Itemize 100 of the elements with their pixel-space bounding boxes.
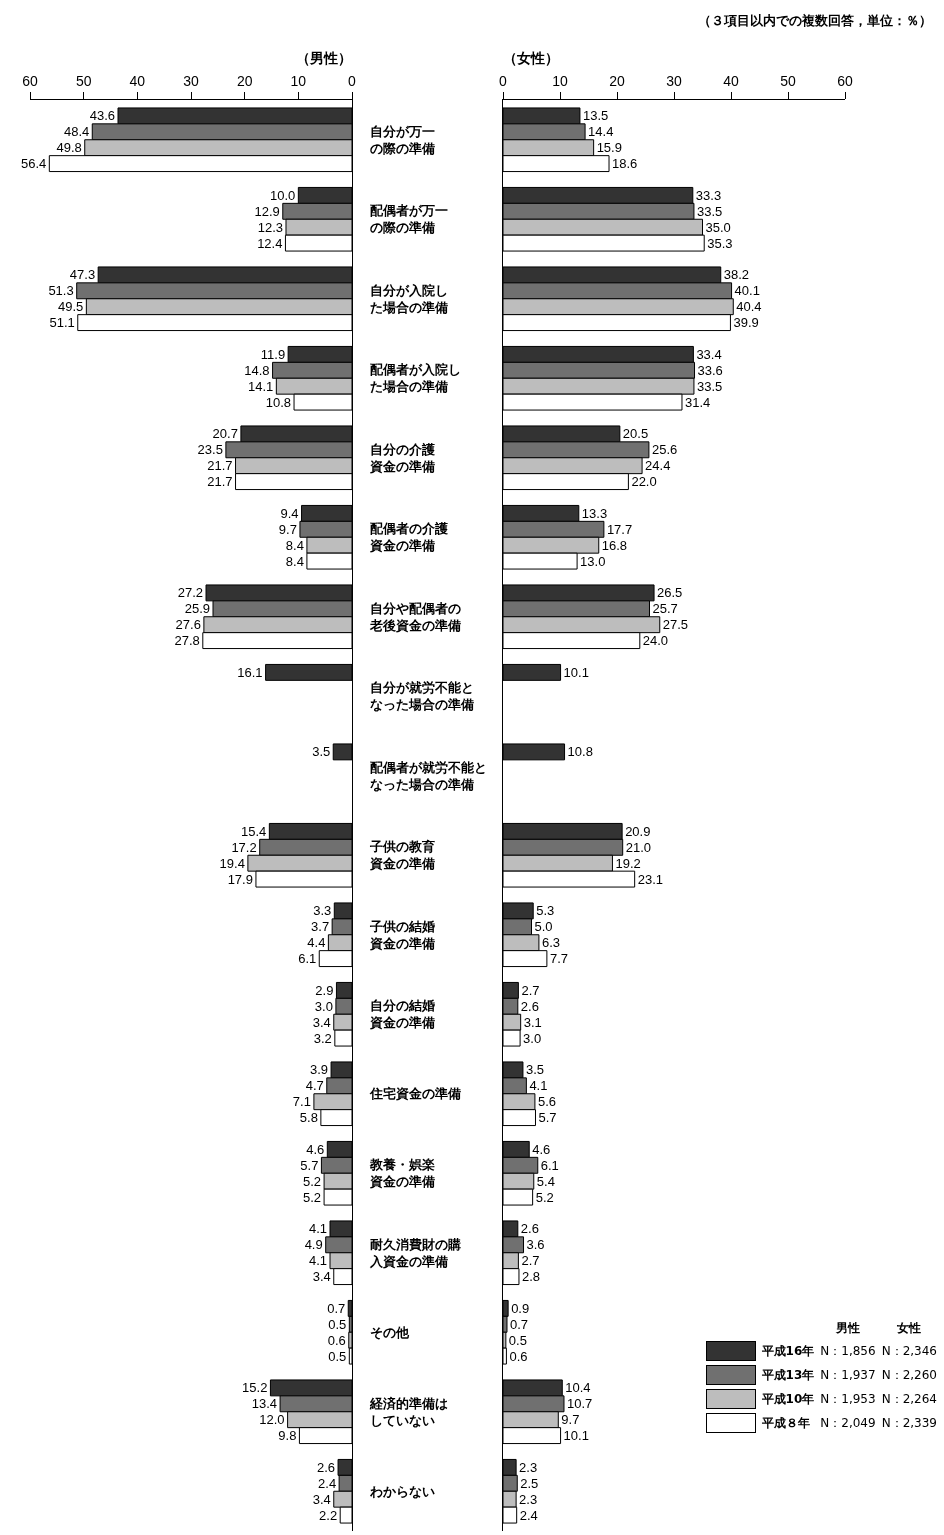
data-label: 0.6	[327, 1332, 346, 1348]
x-tick-label: 40	[723, 73, 739, 90]
data-label: 25.9	[184, 601, 210, 617]
x-tick-label: 50	[780, 73, 796, 90]
data-label: 12.9	[254, 203, 280, 219]
data-label: 3.9	[309, 1062, 329, 1078]
y-tick-label: 自分が万一の際の準備	[369, 123, 435, 156]
data-label: 38.2	[723, 267, 750, 283]
y-tick-label: 配偶者が万一の際の準備	[369, 203, 448, 236]
data-label: 27.2	[177, 585, 204, 601]
x-tick-label: 60	[837, 73, 853, 90]
data-label: 17.9	[227, 871, 253, 887]
legend-label: 平成10年	[760, 1390, 816, 1408]
data-label: 27.6	[175, 617, 201, 633]
data-label: 4.1	[308, 1253, 327, 1269]
data-label: 3.4	[312, 1269, 331, 1285]
data-label: 27.8	[174, 633, 200, 649]
data-label: 33.5	[696, 378, 723, 394]
data-label: 6.3	[541, 935, 560, 951]
data-label: 48.4	[63, 124, 90, 140]
data-label: 2.6	[316, 1459, 336, 1475]
x-tick-label: 10	[552, 73, 568, 90]
data-label: 20.5	[622, 426, 649, 442]
data-label: 15.9	[596, 140, 622, 156]
data-label: 21.7	[207, 458, 233, 474]
data-label: 0.7	[509, 1316, 529, 1332]
y-tick-label: 配偶者が就労不能となった場合の準備	[369, 759, 487, 792]
data-label: 33.3	[695, 187, 722, 203]
data-label: 33.4	[696, 346, 722, 362]
x-tick-label: 20	[609, 73, 625, 90]
y-tick-label: 教養・娯楽資金の準備	[368, 1157, 435, 1190]
data-label: 0.5	[328, 1348, 347, 1364]
legend-label: 平成８年	[760, 1414, 811, 1432]
text: （３項目以内での複数回答，単位：％）	[698, 12, 932, 30]
data-label: 4.1	[529, 1078, 548, 1094]
data-label: 25.7	[652, 601, 678, 617]
data-label: 8.4	[285, 537, 304, 553]
data-label: 19.2	[615, 855, 641, 871]
data-label: 3.3	[313, 903, 332, 919]
data-label: 3.0	[523, 1030, 542, 1046]
data-label: 13.3	[581, 505, 608, 521]
y-tick-label: 住宅資金の準備	[368, 1086, 461, 1102]
data-label: 2.3	[519, 1491, 538, 1507]
y-tick-label: 自分が入院した場合の準備	[369, 282, 448, 315]
y-tick-label: 自分の結婚資金の準備	[368, 998, 435, 1031]
data-label: 0.5	[328, 1316, 347, 1332]
chart-title: （男性）	[296, 49, 352, 66]
data-label: 20.9	[625, 823, 651, 839]
data-label: 2.7	[521, 1253, 540, 1269]
y-tick-label: その他	[369, 1324, 410, 1340]
data-label: 40.1	[734, 283, 760, 299]
text: N：2,346	[880, 1342, 938, 1360]
data-label: 6.1	[298, 951, 317, 967]
data-label: 5.2	[535, 1189, 554, 1205]
data-label: 33.6	[697, 362, 723, 378]
data-label: 4.6	[532, 1141, 551, 1157]
data-label: 5.7	[538, 1110, 557, 1126]
data-label: 5.0	[534, 919, 553, 935]
data-label: 21.0	[625, 839, 652, 855]
data-label: 16.1	[237, 664, 263, 680]
data-label: 8.4	[285, 553, 304, 569]
data-label: 4.4	[307, 935, 326, 951]
data-label: 5.7	[300, 1157, 319, 1173]
data-label: 2.2	[319, 1507, 338, 1523]
data-label: 33.5	[696, 203, 723, 219]
data-label: 3.1	[523, 1014, 542, 1030]
data-label: 2.5	[520, 1475, 539, 1491]
data-label: 27.5	[662, 617, 689, 633]
data-label: 0.5	[508, 1332, 527, 1348]
data-label: 4.7	[305, 1078, 324, 1094]
data-label: 24.0	[642, 633, 669, 649]
data-label: 0.9	[511, 1300, 530, 1316]
y-tick-label: 経済的準備はしていない	[368, 1395, 448, 1428]
x-tick-label: 10	[290, 73, 307, 90]
data-label: 10.1	[563, 664, 589, 680]
data-label: 25.6	[651, 442, 678, 458]
data-label: 5.3	[536, 903, 555, 919]
data-label: 5.2	[303, 1173, 322, 1189]
data-label: 3.2	[313, 1030, 332, 1046]
data-label: 31.4	[684, 394, 711, 410]
y-tick-label: 配偶者が入院した場合の準備	[369, 362, 461, 395]
data-label: 5.6	[537, 1094, 556, 1110]
x-tick-label: 60	[22, 73, 38, 90]
x-tick-label: 0	[348, 73, 357, 90]
data-label: 4.6	[306, 1141, 325, 1157]
data-label: 2.4	[519, 1507, 538, 1523]
data-label: 24.4	[645, 458, 671, 474]
data-label: 15.4	[241, 823, 267, 839]
y-tick-label: 自分の介護資金の準備	[368, 441, 435, 474]
data-label: 3.4	[312, 1491, 331, 1507]
data-label: 49.5	[58, 299, 84, 315]
data-label: 2.6	[520, 1221, 539, 1237]
x-tick-label: 20	[236, 73, 253, 90]
y-tick-label: 配偶者の介護資金の準備	[368, 521, 448, 554]
data-label: 9.7	[561, 1412, 580, 1428]
y-tick-label: 子供の教育資金の準備	[368, 839, 435, 872]
data-label: 2.4	[318, 1475, 337, 1491]
y-tick-label: わからない	[368, 1483, 435, 1499]
data-label: 9.7	[278, 521, 297, 537]
data-label: 2.7	[521, 982, 540, 998]
